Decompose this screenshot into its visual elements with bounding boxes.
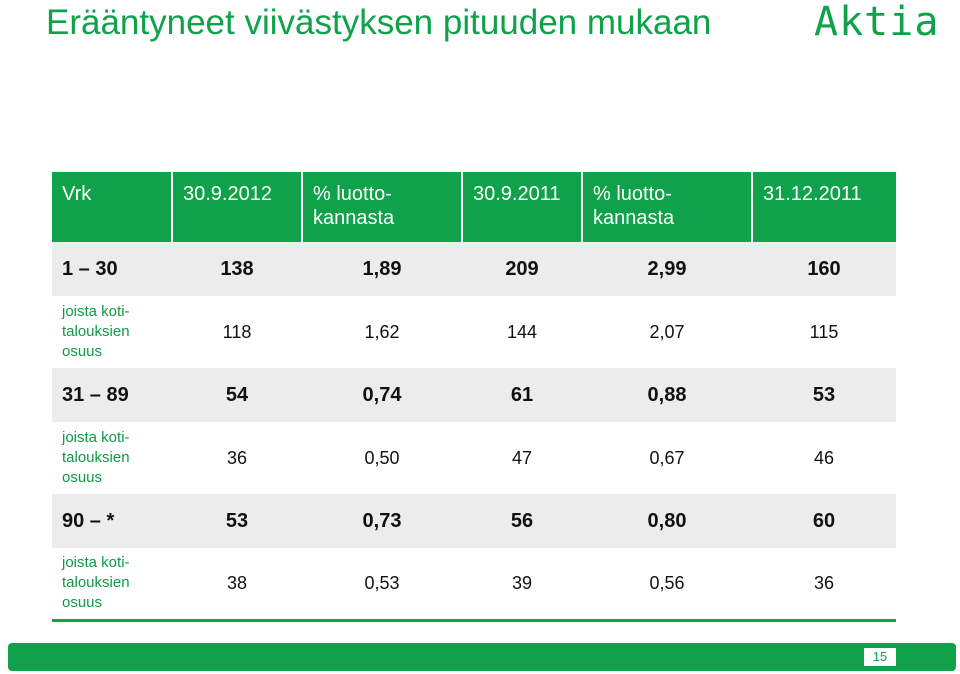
- table-cell: 53: [225, 509, 249, 532]
- row-label: 31 – 89: [62, 383, 129, 406]
- table-cell: 36: [226, 447, 248, 468]
- table-cell: 39: [511, 572, 533, 593]
- header-pct-loan-book-2012: % luotto- kannasta: [302, 172, 463, 242]
- row-label: joista koti- talouksien osuus: [52, 422, 172, 494]
- table-cell: 61: [510, 383, 534, 406]
- table-row: 31 – 89 54 0,74 61 0,88 53: [52, 368, 896, 422]
- row-label: joista koti- talouksien osuus: [52, 548, 172, 620]
- row-label: 1 – 30: [62, 257, 118, 280]
- table-cell: 209: [505, 257, 539, 280]
- header-pct-loan-book-2011: % luotto- kannasta: [582, 172, 753, 242]
- header-2011-09-30: 30.9.2011: [462, 172, 583, 242]
- table-cell: 36: [813, 572, 835, 593]
- row-label-line: osuus: [62, 594, 103, 612]
- footer-bar: [8, 643, 956, 671]
- table-row: joista koti- talouksien osuus 36 0,50 47…: [52, 422, 896, 494]
- row-label-line: talouksien: [62, 574, 130, 592]
- row-label-line: osuus: [62, 343, 103, 360]
- row-label-line: joista koti-: [62, 429, 130, 446]
- row-label-line: talouksien: [62, 323, 130, 340]
- table-cell: 0,80: [647, 509, 687, 532]
- header-2011-12-31: 31.12.2011: [763, 183, 862, 205]
- table-row: joista koti- talouksien osuus 118 1,62 1…: [52, 296, 896, 368]
- table-cell: 1,89: [362, 257, 402, 280]
- table-cell: 0,53: [364, 572, 400, 593]
- table-cell: 2,99: [647, 257, 687, 280]
- row-label-line: osuus: [62, 469, 103, 486]
- page-number: 15: [864, 648, 896, 666]
- table-cell: 115: [809, 321, 839, 342]
- table-row: 90 – * 53 0,73 56 0,80 60: [52, 494, 896, 548]
- row-label-line: joista koti-: [62, 303, 130, 320]
- table-row: 1 – 30 138 1,89 209 2,99 160: [52, 242, 896, 296]
- table-cell: 2,07: [649, 321, 685, 342]
- table-row: joista koti- talouksien osuus 38 0,53 39…: [52, 548, 896, 620]
- table-cell: 0,74: [362, 383, 402, 406]
- slide-title: Erääntyneet viivästyksen pituuden mukaan: [46, 3, 712, 42]
- table-cell: 0,73: [362, 509, 402, 532]
- aktia-logo: Aktia: [814, 0, 940, 45]
- table-cell: 144: [506, 321, 538, 342]
- table-cell: 38: [226, 572, 248, 593]
- table-cell: 0,67: [649, 447, 685, 468]
- table-cell: 0,56: [649, 572, 685, 593]
- row-label-line: joista koti-: [62, 554, 130, 572]
- table-cell: 60: [812, 509, 836, 532]
- row-label-line: talouksien: [62, 449, 130, 466]
- table-cell: 56: [510, 509, 534, 532]
- delinquency-table: Vrk 30.9.2012 % luotto- kannasta 30.9.20…: [52, 172, 896, 622]
- table-cell: 0,88: [647, 383, 687, 406]
- table-cell: 47: [511, 447, 533, 468]
- table-cell: 53: [812, 383, 836, 406]
- table-cell: 160: [807, 257, 841, 280]
- header-2012-09-30: 30.9.2012: [172, 172, 303, 242]
- row-label: 90 – *: [62, 509, 115, 532]
- table-cell: 138: [220, 257, 254, 280]
- table-cell: 0,50: [364, 447, 400, 468]
- row-label: joista koti- talouksien osuus: [52, 296, 172, 368]
- table-cell: 46: [813, 447, 835, 468]
- table-header-row: Vrk 30.9.2012 % luotto- kannasta 30.9.20…: [52, 172, 896, 242]
- table-cell: 118: [222, 321, 252, 342]
- table-cell: 54: [225, 383, 249, 406]
- header-days: Vrk: [52, 172, 173, 242]
- table-cell: 1,62: [364, 321, 400, 342]
